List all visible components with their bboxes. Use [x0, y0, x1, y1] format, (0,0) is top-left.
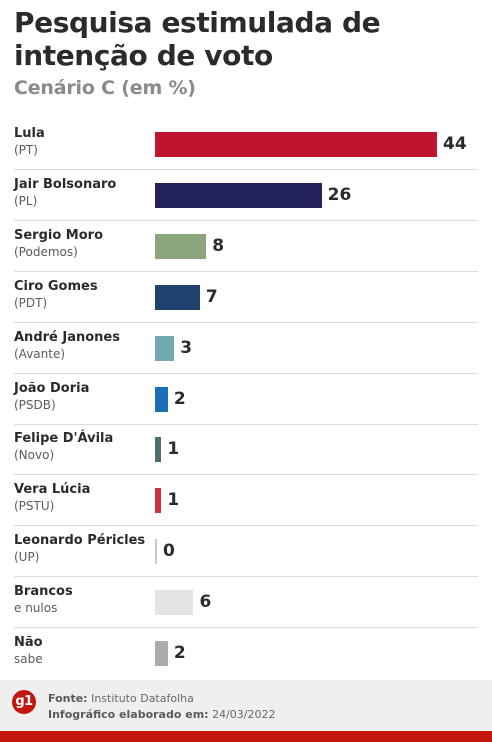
- made-label: Infográfico elaborado em:: [48, 708, 209, 721]
- bar: [155, 132, 437, 157]
- row-divider: [14, 270, 478, 272]
- bar-row: Não sabe 2: [0, 628, 492, 679]
- source-value: Instituto Datafolha: [91, 692, 194, 705]
- category-label: Vera Lúcia: [14, 482, 91, 498]
- made-value: 24/03/2022: [212, 708, 276, 721]
- chart-title: Pesquisa estimulada de intenção de voto: [14, 6, 381, 72]
- data-label: 6: [199, 592, 212, 613]
- bar: [155, 590, 194, 616]
- data-label: 1: [167, 490, 180, 511]
- bar-row: Leonardo Péricles (UP) 0: [0, 526, 492, 578]
- category-sublabel: (PSTU): [14, 499, 55, 514]
- category-sublabel: (Podemos): [14, 244, 78, 259]
- category-label: Jair Bolsonaro: [14, 176, 117, 192]
- category-sublabel: (Novo): [14, 448, 55, 463]
- row-divider: [14, 321, 478, 323]
- row-divider: [14, 423, 478, 425]
- chart-subtitle: Cenário C (em %): [14, 77, 196, 99]
- footer: g1 Fonte: Instituto Datafolha Infográfic…: [0, 680, 492, 731]
- row-divider: [14, 474, 478, 476]
- data-label: 44: [443, 134, 467, 154]
- bar-row: Brancos e nulos 6: [0, 577, 492, 629]
- bar-row: Felipe D'Ávila (Novo) 1: [0, 424, 492, 476]
- data-label: 7: [205, 286, 218, 307]
- category-sublabel: (PL): [14, 193, 38, 208]
- category-label: Felipe D'Ávila: [14, 431, 114, 447]
- row-divider: [14, 576, 478, 578]
- category-label: André Janones: [14, 329, 120, 345]
- data-label: 26: [327, 184, 352, 205]
- made-line: Infográfico elaborado em: 24/03/2022: [48, 708, 275, 721]
- category-sublabel: (UP): [14, 550, 40, 565]
- bar-row: Sergio Moro (Podemos) 8: [0, 221, 492, 272]
- category-label: Ciro Gomes: [14, 278, 98, 294]
- category-sublabel: e nulos: [14, 601, 58, 616]
- source-label: Fonte:: [48, 692, 88, 705]
- bar-row: Vera Lúcia (PSTU) 1: [0, 475, 492, 527]
- row-divider: [14, 372, 478, 374]
- category-label: João Doria: [14, 380, 90, 396]
- category-label: Não: [14, 635, 43, 650]
- bar: [155, 233, 207, 259]
- bar: [155, 437, 162, 463]
- data-label: 3: [180, 337, 193, 358]
- data-label: 2: [173, 643, 186, 663]
- category-sublabel: (PDT): [14, 295, 48, 310]
- bar-row: André Janones (Avante) 3: [0, 323, 492, 374]
- category-sublabel: (PSDB): [14, 397, 56, 412]
- footer-stripe: [0, 731, 492, 742]
- category-sublabel: sabe: [14, 652, 43, 666]
- data-label: 8: [212, 235, 225, 256]
- row-divider: [14, 627, 478, 629]
- bar-row: Jair Bolsonaro (PL) 26: [0, 170, 492, 221]
- category-label: Brancos: [14, 584, 73, 600]
- bar-row: João Doria (PSDB) 2: [0, 374, 492, 425]
- bar: [155, 539, 157, 565]
- data-label: 1: [167, 439, 180, 460]
- bar-row: Ciro Gomes (PDT) 7: [0, 272, 492, 323]
- bar: [155, 284, 200, 310]
- category-sublabel: (Avante): [14, 346, 66, 361]
- category-sublabel: (PT): [14, 143, 38, 157]
- source-line: Fonte: Instituto Datafolha: [48, 692, 194, 705]
- data-label: 0: [163, 541, 175, 562]
- category-label: Sergio Moro: [14, 227, 104, 243]
- category-label: Lula: [14, 126, 45, 141]
- category-label: Leonardo Péricles: [14, 533, 146, 549]
- bar: [155, 182, 322, 208]
- bar: [155, 386, 168, 412]
- bar-row: Lula (PT) 44: [0, 119, 492, 170]
- row-divider: [14, 169, 478, 170]
- bar: [155, 641, 168, 666]
- data-label: 2: [173, 388, 186, 409]
- bar: [155, 335, 175, 361]
- g1-logo-icon: g1: [12, 690, 36, 714]
- bar: [155, 488, 162, 514]
- row-divider: [14, 525, 478, 527]
- bar-chart: Lula (PT) 44 Jair Bolsonaro (PL) 26 Sergio Mor…: [0, 119, 492, 679]
- row-divider: [14, 219, 478, 221]
